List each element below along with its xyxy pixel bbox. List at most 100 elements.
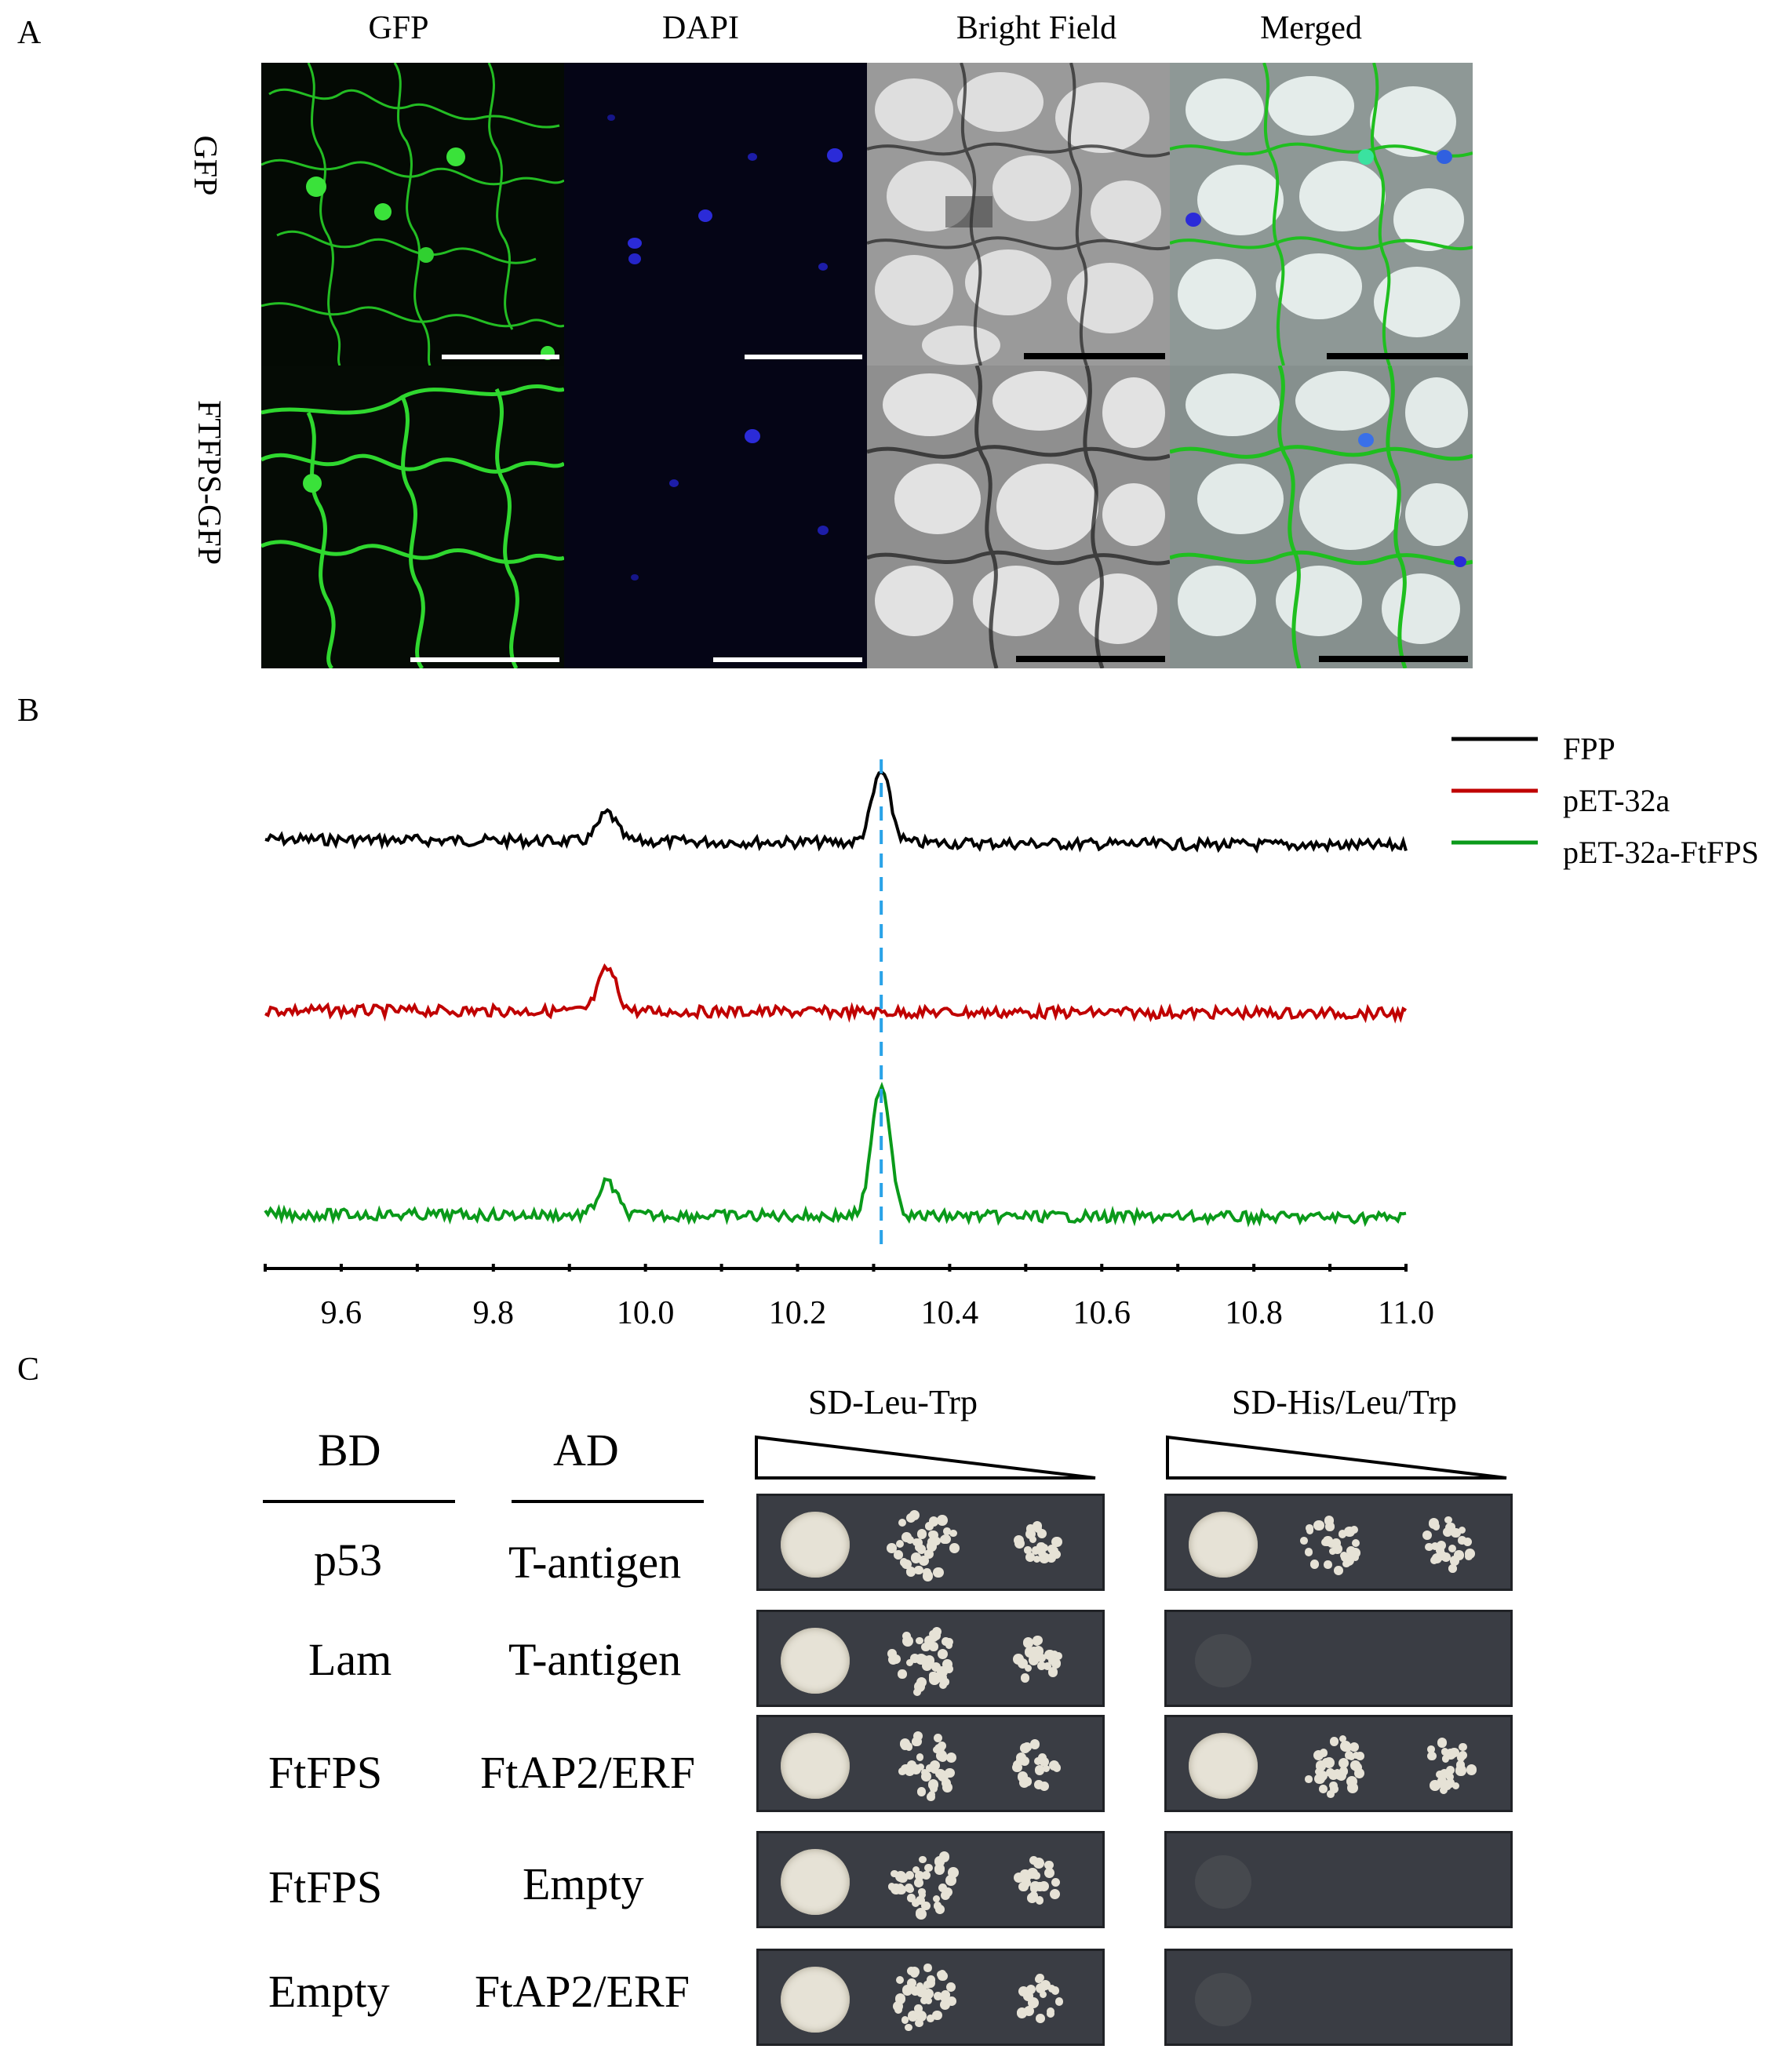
yeast-colony-dot bbox=[1329, 1782, 1338, 1790]
legend-label: pET-32a-FtFPS bbox=[1563, 835, 1759, 870]
yeast-colony-dot bbox=[1466, 1763, 1477, 1775]
yeast-colony-dot bbox=[1050, 1650, 1058, 1658]
yeast-colony-dot bbox=[1458, 1536, 1466, 1545]
yeast-colony-dot bbox=[905, 1659, 914, 1667]
yeast-colony-dot bbox=[1325, 1767, 1335, 1777]
plate-sd-his-leu-trp bbox=[1164, 1610, 1513, 1707]
yeast-colony-dot bbox=[916, 1787, 927, 1796]
yeast-colony-dot bbox=[1465, 1552, 1473, 1560]
yeast-colony-dot bbox=[901, 1741, 910, 1750]
micro-gfp-dapi bbox=[564, 63, 867, 366]
yeast-colony-dot bbox=[895, 1539, 905, 1549]
yeast-colony-dot bbox=[1338, 1530, 1347, 1538]
x-tick-label: 10.0 bbox=[617, 1295, 675, 1331]
yeast-colony-dot bbox=[938, 1884, 947, 1893]
yeast-colony-dot bbox=[916, 1636, 923, 1645]
trace-pet-32a bbox=[264, 963, 1408, 1024]
micro-ftfps-gfp bbox=[261, 366, 564, 668]
yeast-colony-dot bbox=[891, 1884, 902, 1895]
yeast-colony-dot bbox=[895, 1975, 905, 1985]
row-4-ad: Empty bbox=[523, 1858, 644, 1909]
yeast-colony-dot bbox=[912, 1898, 920, 1907]
yeast-colony-dot bbox=[1331, 1538, 1341, 1548]
yeast-colony-dot bbox=[911, 1737, 920, 1746]
yeast-colony-dot bbox=[1028, 1997, 1040, 2008]
micro-ftfps-dapi bbox=[564, 366, 867, 668]
yeast-colony-dot bbox=[944, 1664, 953, 1674]
yeast-colony-dot bbox=[1450, 1527, 1461, 1538]
yeast-colony-dot bbox=[1304, 1775, 1313, 1784]
yeast-colony-dot bbox=[1455, 1760, 1466, 1770]
row-label-ftfps-gfp: FTFPS-GFP bbox=[191, 399, 227, 566]
yeast-colony-dot bbox=[1037, 1528, 1047, 1538]
yeast-colony-dot bbox=[1437, 1550, 1447, 1560]
yeast-colony-dot bbox=[938, 1771, 949, 1782]
yeast-colony-dot bbox=[914, 1565, 923, 1575]
yeast-colony-dot bbox=[1028, 1654, 1040, 1665]
plate-sd-leu-trp bbox=[756, 1494, 1105, 1591]
yeast-colony-dot bbox=[1350, 1760, 1360, 1771]
yeast-colony-dot bbox=[1339, 1734, 1347, 1743]
yeast-colony-dot bbox=[1313, 1520, 1324, 1531]
yeast-colony-dot bbox=[907, 1760, 917, 1771]
yeast-colony-dot bbox=[887, 1543, 897, 1553]
yeast-colony-dot bbox=[1019, 1778, 1029, 1788]
yeast-colony-dot bbox=[921, 1870, 931, 1880]
yeast-colony-spot bbox=[1189, 1512, 1258, 1578]
yeast-colony-dot bbox=[912, 1764, 920, 1773]
yeast-colony-spot bbox=[781, 1512, 850, 1578]
yeast-colony-dot bbox=[1346, 1545, 1356, 1556]
plate-sd-his-leu-trp bbox=[1164, 1949, 1513, 2046]
scale-bar bbox=[745, 355, 862, 359]
yeast-colony-dot bbox=[1354, 1768, 1365, 1779]
yeast-colony-dot bbox=[1348, 1753, 1356, 1761]
yeast-colony-dot bbox=[1459, 1751, 1468, 1760]
legend-label: pET-32a bbox=[1563, 783, 1670, 818]
x-tick-label: 10.4 bbox=[921, 1295, 979, 1331]
yeast-colony-dot bbox=[938, 1971, 948, 1982]
yeast-colony-dot bbox=[1042, 1764, 1051, 1772]
scale-bar bbox=[1024, 353, 1165, 359]
yeast-colony-dot bbox=[918, 1556, 929, 1567]
trace-fpp bbox=[264, 770, 1408, 854]
yeast-colony-dot bbox=[1046, 2007, 1054, 2015]
yeast-colony-dot bbox=[923, 1568, 931, 1577]
yeast-colony-dot bbox=[915, 2018, 923, 2027]
scale-bar bbox=[442, 355, 559, 359]
yeast-colony-dot bbox=[943, 1527, 951, 1535]
yeast-colony-dot bbox=[914, 1871, 924, 1881]
yeast-colony-dot bbox=[921, 1901, 931, 1910]
yeast-colony-dot bbox=[1054, 1652, 1062, 1660]
yeast-colony-dot bbox=[1449, 1748, 1459, 1758]
scale-bar bbox=[1327, 353, 1468, 359]
yeast-colony-dot bbox=[932, 1626, 942, 1636]
yeast-colony-dot bbox=[1324, 1516, 1335, 1527]
yeast-colony-dot bbox=[1317, 1770, 1328, 1782]
yeast-colony-dot bbox=[1310, 1560, 1318, 1569]
yeast-colony-dot bbox=[906, 1978, 916, 1988]
yeast-colony-dot bbox=[1036, 1973, 1044, 1982]
yeast-colony-dot bbox=[1025, 1552, 1036, 1562]
yeast-colony-dot bbox=[1325, 1522, 1335, 1531]
yeast-colony-dot bbox=[915, 1909, 927, 1920]
trace-pet-32a-ftfps bbox=[264, 1081, 1407, 1228]
yeast-colony-dot bbox=[1445, 1778, 1455, 1788]
yeast-colony-dot bbox=[945, 1752, 956, 1763]
micro-gfp-gfp bbox=[261, 63, 564, 366]
yeast-colony-dot bbox=[916, 1895, 925, 1905]
yeast-colony-dot bbox=[1349, 1742, 1360, 1753]
plate-sd-leu-trp bbox=[756, 1949, 1105, 2046]
row-2-ad: T-antigen bbox=[508, 1634, 682, 1685]
column-header-merged: Merged bbox=[1260, 10, 1362, 46]
yeast-colony-dot bbox=[1025, 1529, 1036, 1540]
yeast-colony-dot bbox=[945, 1875, 956, 1886]
row-label-gfp: GFP bbox=[187, 135, 223, 196]
yeast-colony-spot bbox=[781, 1628, 850, 1694]
yeast-colony-dot bbox=[930, 1785, 938, 1793]
yeast-colony-dot bbox=[1319, 1749, 1328, 1757]
yeast-colony-dot bbox=[1441, 1755, 1450, 1763]
yeast-colony-dot bbox=[941, 1534, 951, 1545]
yeast-colony-dot bbox=[1033, 1872, 1040, 1880]
yeast-colony-dot bbox=[934, 1734, 943, 1743]
yeast-colony-dot bbox=[1036, 1654, 1046, 1663]
